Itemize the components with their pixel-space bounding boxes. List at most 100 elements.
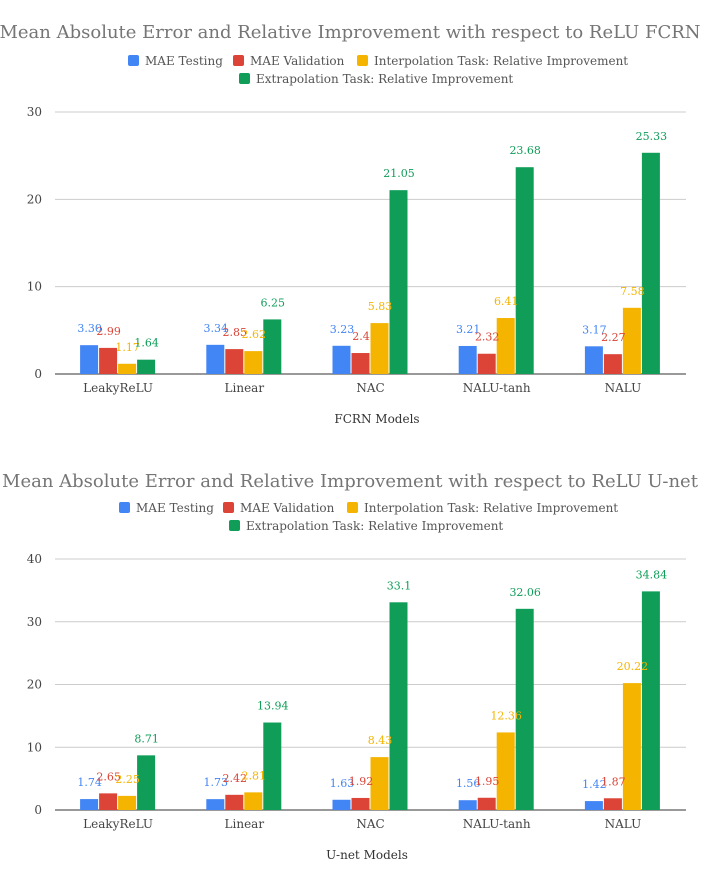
data-label: 2.27 [601, 331, 626, 344]
bar [515, 167, 534, 374]
data-label: 3.23 [330, 323, 355, 336]
data-label: 2.32 [475, 331, 500, 344]
bar [263, 722, 282, 810]
data-label: 1.42 [582, 778, 607, 791]
data-label: 12.36 [490, 709, 522, 722]
legend-swatch [357, 55, 368, 66]
data-label: 2.42 [223, 772, 248, 785]
data-label: 2.85 [223, 326, 248, 339]
data-label: 2.99 [96, 325, 121, 338]
chart-x-ticks: LeakyReLU Linear NAC NALU-tanh NALU [83, 817, 641, 831]
bar [244, 351, 263, 374]
legend-swatch [347, 502, 358, 513]
bar [622, 307, 641, 374]
chart-x-ticks: LeakyReLU Linear NAC NALU-tanh NALU [83, 381, 641, 395]
bar [458, 800, 477, 810]
y-tick-label: 40 [27, 552, 42, 566]
unet-chart: Mean Absolute Error and Relative Improve… [2, 471, 699, 862]
x-axis-label: FCRN Models [334, 412, 419, 426]
x-axis-label: U-net Models [326, 848, 408, 862]
data-label: 3.30 [77, 322, 102, 335]
bar [370, 757, 389, 810]
data-label: 2.62 [242, 328, 267, 341]
bar [458, 345, 477, 374]
data-label: 34.84 [636, 568, 668, 581]
bar [584, 346, 603, 374]
bar [351, 797, 370, 810]
data-label: 3.34 [204, 322, 229, 335]
bar [332, 799, 351, 810]
bar [244, 792, 263, 810]
data-label: 2.81 [242, 769, 267, 782]
x-tick-label: Linear [225, 817, 265, 831]
x-tick-label: NALU [605, 381, 642, 395]
bar [477, 797, 496, 810]
x-tick-label: LeakyReLU [83, 381, 153, 395]
data-label: 1.92 [349, 775, 374, 788]
x-tick-label: NAC [356, 381, 384, 395]
data-label: 1.73 [204, 776, 229, 789]
bar [622, 683, 641, 810]
chart-data-labels: 3.302.99 1.171.64 3.342.852.62 6.25 3.232.4 5… [77, 130, 667, 354]
data-label: 1.56 [456, 777, 481, 790]
x-tick-label: Linear [225, 381, 265, 395]
data-label: 6.25 [261, 296, 286, 309]
data-label: 1.64 [134, 337, 159, 350]
bar [137, 755, 156, 810]
data-label: 6.41 [494, 295, 519, 308]
legend-swatch [223, 502, 234, 513]
bar [515, 608, 534, 810]
y-tick-label: 10 [27, 740, 42, 754]
bar [225, 794, 244, 810]
bar [80, 799, 99, 810]
bar [477, 353, 496, 374]
data-label: 13.94 [257, 700, 289, 713]
bar [370, 323, 389, 374]
bar [603, 354, 622, 374]
data-label: 23.68 [509, 144, 541, 157]
data-label: 20.22 [617, 660, 649, 673]
data-label: 25.33 [636, 130, 668, 143]
bar [496, 732, 515, 810]
data-label: 1.95 [475, 775, 500, 788]
legend-label: Extrapolation Task: Relative Improvement [256, 72, 513, 86]
bar [80, 345, 99, 374]
bar [118, 795, 137, 810]
y-tick-label: 0 [34, 367, 42, 381]
legend-label: MAE Validation [240, 501, 335, 515]
legend-label: MAE Testing [136, 501, 214, 515]
chart-title: Mean Absolute Error and Relative Improve… [0, 22, 701, 43]
bar [389, 602, 408, 810]
data-label: 3.17 [582, 323, 607, 336]
bar [641, 591, 660, 810]
bar [206, 799, 225, 810]
y-tick-label: 20 [27, 192, 42, 206]
bar [584, 801, 603, 810]
bar [99, 793, 118, 810]
bar [603, 798, 622, 810]
bar [641, 152, 660, 374]
data-label: 1.74 [77, 776, 102, 789]
y-tick-label: 30 [27, 105, 42, 119]
bar [263, 319, 282, 374]
x-tick-label: NALU [605, 817, 642, 831]
chart-data-labels: 1.742.652.258.711.732.422.8113.941.631.9… [77, 568, 667, 791]
x-tick-label: LeakyReLU [83, 817, 153, 831]
chart-bars [80, 591, 660, 810]
y-tick-label: 10 [27, 280, 42, 294]
legend-label: MAE Validation [250, 54, 345, 68]
data-label: 2.25 [115, 773, 140, 786]
bar [389, 190, 408, 374]
legend-swatch [239, 73, 250, 84]
legend-label: MAE Testing [145, 54, 223, 68]
legend-label: Extrapolation Task: Relative Improvement [246, 519, 503, 533]
chart-bars [80, 152, 660, 374]
data-label: 7.58 [620, 285, 645, 298]
data-label: 2.4 [352, 330, 370, 343]
bar [99, 347, 118, 374]
data-label: 8.71 [134, 732, 159, 745]
x-tick-label: NALU-tanh [463, 817, 531, 831]
bar [225, 349, 244, 374]
chart-legend: MAE Testing MAE Validation Interpolation T… [119, 501, 618, 533]
legend-swatch [119, 502, 130, 513]
